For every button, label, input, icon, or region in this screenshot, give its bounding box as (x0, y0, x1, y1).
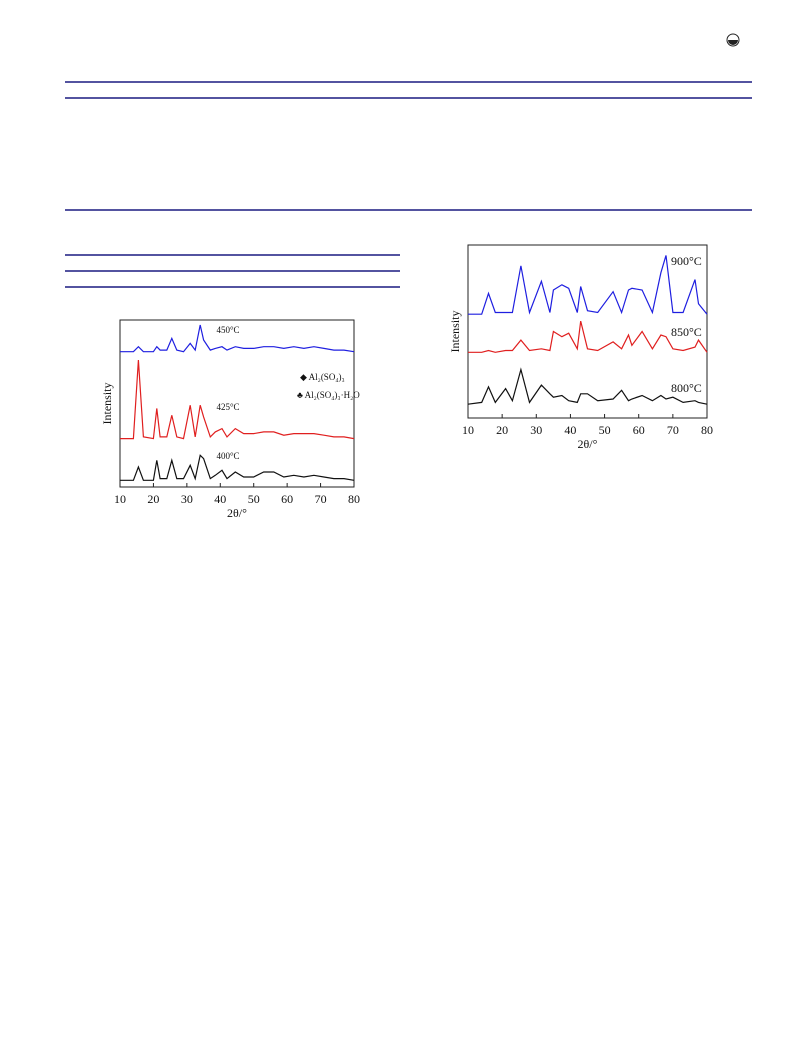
curve-label: 900°C (671, 254, 702, 268)
legend-annotation: ◆ Al₂(SO₄)₃ (300, 372, 345, 382)
x-tick-label: 30 (181, 492, 193, 506)
y-axis-label: Intensity (448, 311, 462, 353)
x-tick-label: 20 (147, 492, 159, 506)
x-axis-label: 2θ/° (578, 437, 598, 451)
x-tick-label: 40 (564, 423, 576, 437)
logo-icon-fill (728, 40, 738, 45)
x-tick-label: 70 (667, 423, 679, 437)
xrd-curve (468, 320, 708, 353)
curve-label: 400°C (216, 451, 239, 461)
xrd-curve (120, 324, 355, 353)
x-tick-label: 10 (462, 423, 474, 437)
x-tick-label: 50 (248, 492, 260, 506)
x-tick-label: 20 (496, 423, 508, 437)
xrd-curve (467, 367, 708, 405)
y-axis-label: Intensity (100, 383, 114, 425)
x-tick-label: 60 (633, 423, 645, 437)
xrd-curve (120, 360, 355, 440)
x-tick-label: 60 (281, 492, 293, 506)
xrd-curve (468, 255, 708, 315)
x-tick-label: 50 (599, 423, 611, 437)
x-tick-label: 30 (530, 423, 542, 437)
x-tick-label: 70 (315, 492, 327, 506)
plot-frame (119, 319, 355, 488)
xrd-curve (120, 454, 355, 481)
x-tick-label: 40 (214, 492, 226, 506)
x-tick-label: 80 (701, 423, 713, 437)
plot-frame (467, 244, 708, 419)
curve-label: 850°C (671, 325, 702, 339)
legend-annotation: ♣ Al₂(SO₄)₃·H₂O (297, 390, 360, 400)
curve-label: 800°C (671, 381, 702, 395)
curve-label: 450°C (216, 325, 239, 335)
curve-label: 425°C (216, 402, 239, 412)
x-tick-label: 80 (348, 492, 360, 506)
logo-icon (726, 33, 740, 47)
x-axis-label: 2θ/° (227, 506, 247, 520)
x-tick-label: 10 (114, 492, 126, 506)
